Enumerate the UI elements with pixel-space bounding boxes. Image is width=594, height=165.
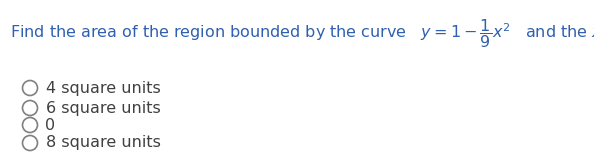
Text: 0: 0 — [46, 117, 56, 132]
Text: 6 square units: 6 square units — [46, 100, 160, 116]
Text: Find the area of the region bounded by the curve   $y=1-\dfrac{1}{9}x^2$   and t: Find the area of the region bounded by t… — [10, 17, 594, 50]
Text: 4 square units: 4 square units — [46, 81, 160, 96]
Text: 8 square units: 8 square units — [46, 135, 160, 150]
